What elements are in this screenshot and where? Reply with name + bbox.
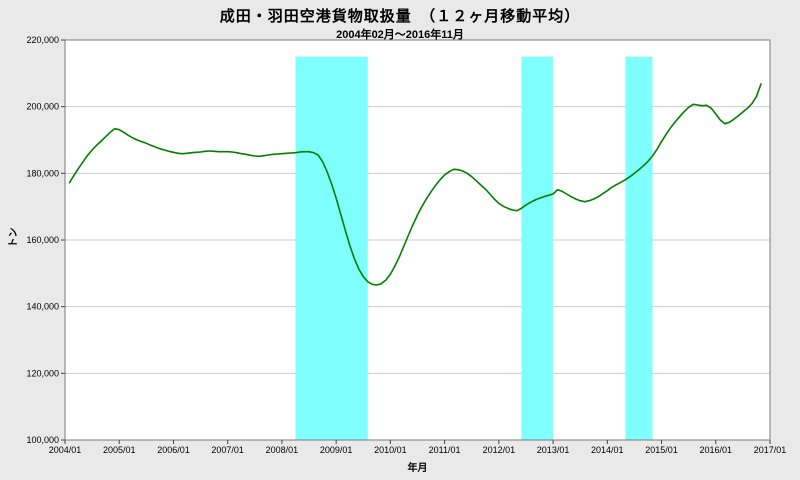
x-tick-label: 2016/01 [699, 445, 732, 455]
x-tick-label: 2013/01 [537, 445, 570, 455]
x-tick-label: 2012/01 [483, 445, 516, 455]
recession-band [295, 56, 368, 441]
x-tick-label: 2006/01 [157, 445, 190, 455]
y-tick-label: 220,000 [26, 35, 59, 45]
y-tick-label: 200,000 [26, 102, 59, 112]
x-axis-label: 年月 [407, 463, 428, 474]
chart-title: 成田・羽田空港貨物取扱量 （１２ヶ月移動平均） [219, 8, 581, 25]
x-tick-label: 2017/01 [754, 445, 787, 455]
y-tick-label: 160,000 [26, 235, 59, 245]
x-tick-label: 2010/01 [374, 445, 407, 455]
y-tick-label: 140,000 [26, 302, 59, 312]
x-tick-label: 2015/01 [645, 445, 678, 455]
x-tick-label: 2014/01 [591, 445, 624, 455]
recession-band [521, 56, 554, 441]
y-tick-label: 100,000 [26, 435, 59, 445]
x-tick-label: 2008/01 [266, 445, 299, 455]
x-tick-label: 2004/01 [49, 445, 82, 455]
y-tick-label: 120,000 [26, 368, 59, 378]
chart-subtitle: 2004年02月～2016年11月 [336, 29, 464, 41]
x-tick-label: 2005/01 [103, 445, 136, 455]
x-tick-label: 2009/01 [320, 445, 353, 455]
x-tick-label: 2011/01 [429, 445, 461, 455]
y-tick-label: 180,000 [26, 168, 59, 178]
data-line [68, 83, 762, 286]
recession-band [625, 56, 653, 441]
x-tick-label: 2007/01 [211, 445, 244, 455]
